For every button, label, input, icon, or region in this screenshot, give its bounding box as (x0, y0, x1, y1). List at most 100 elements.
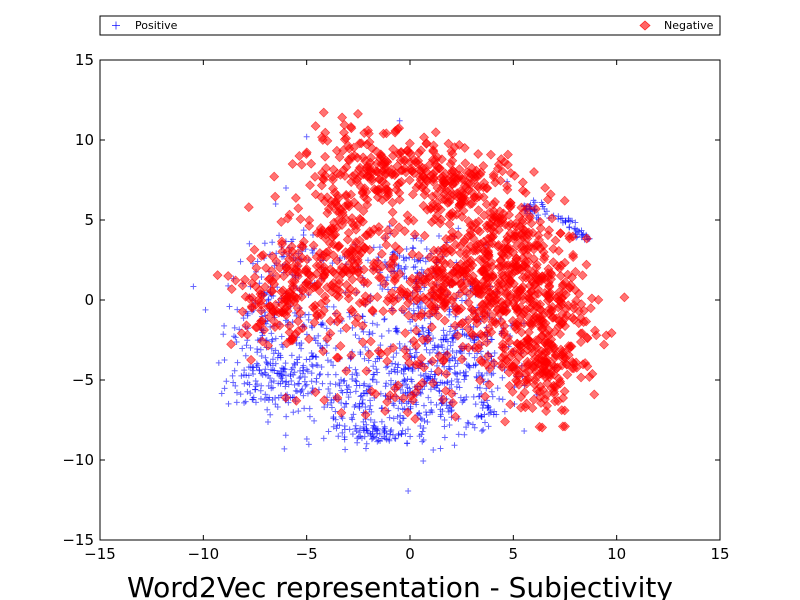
data-point-negative (519, 387, 530, 398)
data-point-negative (547, 213, 557, 224)
data-point-positive (418, 416, 425, 423)
data-point-positive (277, 354, 284, 361)
data-point-positive (456, 384, 463, 391)
data-point-negative (494, 206, 505, 217)
data-point-negative (511, 285, 522, 295)
data-point-negative (403, 298, 413, 309)
data-point-positive (535, 212, 542, 219)
data-point-negative (452, 330, 463, 341)
data-point-positive (446, 311, 453, 318)
data-point-negative (569, 300, 579, 310)
data-point-positive (453, 383, 460, 390)
data-point-positive (277, 373, 284, 380)
data-point-positive (398, 367, 405, 374)
data-point-negative (578, 359, 588, 370)
data-point-positive (339, 389, 346, 396)
data-point-negative (591, 330, 602, 341)
data-point-negative (351, 245, 362, 255)
data-point-positive (282, 379, 289, 386)
data-point-positive (572, 219, 579, 226)
data-point-positive (374, 321, 381, 328)
data-point-positive (333, 425, 340, 432)
data-point-positive (221, 385, 228, 392)
data-point-negative (514, 352, 524, 363)
data-point-positive (337, 328, 344, 335)
data-point-positive (386, 437, 393, 444)
data-point-positive (353, 428, 360, 435)
data-point-positive (362, 344, 369, 351)
data-point-positive (416, 331, 423, 338)
data-point-positive (463, 424, 470, 431)
data-point-negative (473, 149, 484, 159)
data-point-positive (466, 350, 473, 357)
data-point-positive (454, 360, 461, 367)
data-point-negative (546, 339, 557, 350)
data-point-positive (373, 434, 380, 441)
data-point-positive (302, 382, 309, 389)
data-point-negative (445, 258, 456, 269)
data-point-negative (484, 287, 495, 297)
data-point-positive (479, 372, 486, 378)
data-point-negative (393, 380, 404, 391)
data-point-positive (447, 342, 454, 349)
data-point-positive (580, 231, 587, 238)
data-point-negative (354, 298, 365, 308)
data-point-negative (416, 308, 427, 319)
data-point-negative (490, 197, 500, 207)
data-point-negative (332, 201, 343, 211)
data-point-negative (359, 191, 370, 202)
data-point-positive (278, 333, 285, 340)
data-point-positive (357, 425, 364, 432)
data-point-positive (433, 401, 440, 408)
data-point-negative (510, 227, 521, 238)
data-point-negative (584, 371, 595, 382)
data-point-positive (396, 117, 403, 124)
data-point-negative (271, 271, 282, 282)
data-point-positive (360, 382, 367, 389)
data-point-positive (272, 335, 279, 342)
data-point-negative (508, 261, 518, 272)
data-point-negative (357, 320, 368, 331)
data-point-negative (473, 343, 484, 354)
data-point-positive (288, 352, 295, 359)
data-point-positive (292, 387, 299, 394)
data-point-negative (320, 196, 330, 207)
data-point-positive (318, 321, 325, 328)
data-point-positive (422, 370, 429, 377)
data-point-negative (488, 206, 499, 216)
data-point-positive (455, 379, 462, 386)
data-point-negative (527, 362, 538, 373)
data-point-negative (405, 277, 416, 287)
data-point-negative (343, 140, 354, 151)
data-point-positive (272, 347, 279, 354)
data-point-negative (544, 293, 555, 304)
data-point-positive (572, 225, 579, 232)
x-axis: −15 −10 −5 0 5 10 15 (84, 60, 730, 563)
data-point-positive (300, 231, 307, 238)
data-point-negative (531, 262, 542, 273)
data-point-negative (439, 315, 450, 326)
data-point-negative (480, 280, 491, 291)
data-point-positive (342, 446, 349, 453)
data-point-negative (339, 127, 349, 138)
data-point-negative (479, 259, 490, 270)
data-point-negative (531, 335, 542, 346)
data-point-negative (417, 334, 428, 345)
data-point-positive (280, 366, 287, 373)
data-point-positive (246, 240, 253, 247)
data-point-negative (548, 257, 559, 268)
data-point-positive (352, 422, 359, 429)
data-point-negative (473, 205, 484, 216)
data-point-negative (455, 278, 466, 289)
data-point-negative (338, 145, 349, 156)
data-point-positive (439, 408, 446, 415)
data-point-negative (270, 191, 281, 202)
data-point-positive (417, 372, 424, 379)
data-point-positive (385, 286, 392, 293)
data-point-negative (502, 332, 513, 343)
data-point-negative (346, 304, 357, 315)
data-point-positive (406, 385, 413, 392)
data-point-negative (374, 174, 385, 185)
data-point-positive (356, 335, 363, 342)
data-point-negative (548, 380, 559, 391)
